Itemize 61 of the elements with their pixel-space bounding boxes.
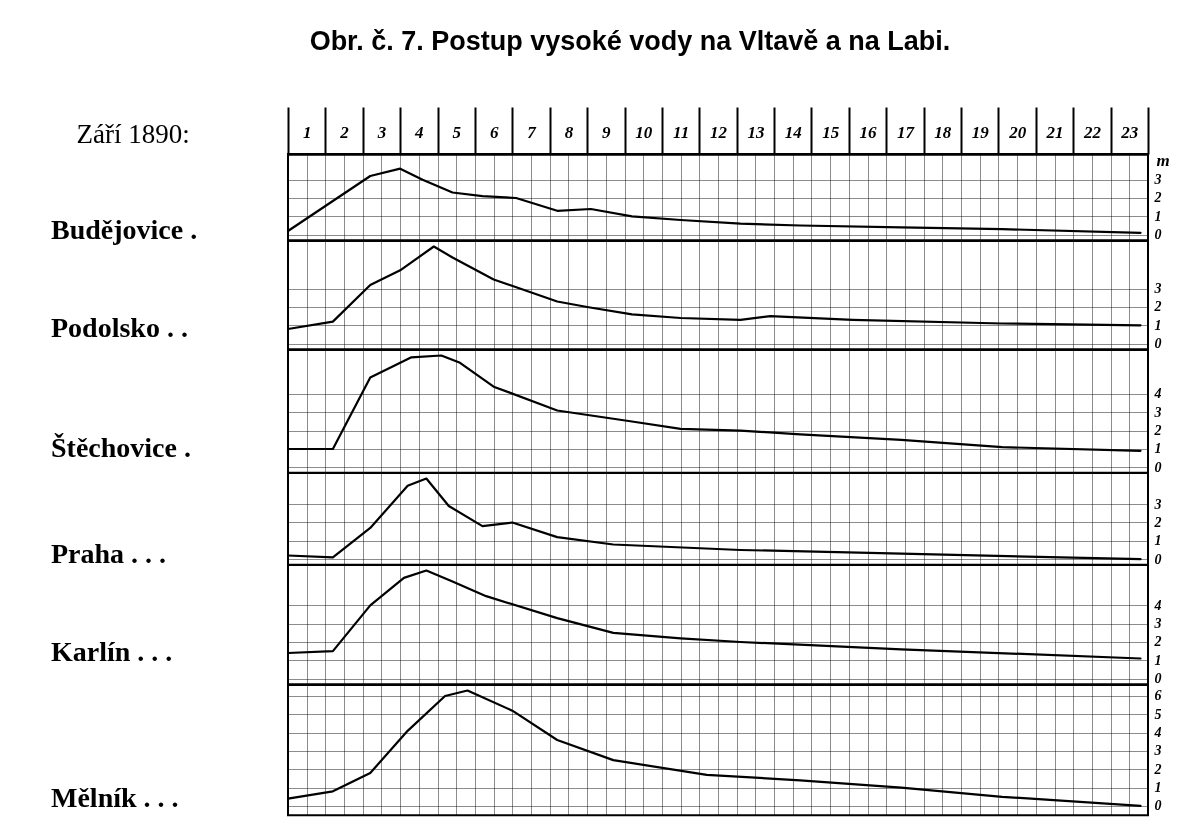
- x-axis-title: Září 1890:: [76, 118, 190, 149]
- y-tick-label: 1: [1154, 317, 1162, 333]
- text: Praha . . .: [51, 538, 167, 570]
- x-tick-label: 12: [710, 122, 728, 142]
- y-tick-label: 2: [1153, 634, 1162, 650]
- x-tick-label: 17: [896, 122, 916, 142]
- x-tick-label: 23: [1120, 122, 1139, 142]
- x-tick-label: 20: [1008, 122, 1027, 142]
- y-tick-label: 0: [1154, 227, 1162, 243]
- text: Mělník . . .: [51, 781, 179, 813]
- y-tick-label: 1: [1154, 533, 1162, 549]
- y-tick-label: 1: [1154, 780, 1162, 796]
- text: Podolsko . .: [51, 311, 188, 343]
- x-tick-label: 7: [527, 122, 538, 142]
- x-tick-label: 4: [414, 122, 424, 142]
- x-tick-label: 15: [822, 122, 840, 142]
- text: Štěchovice .: [51, 431, 191, 463]
- y-tick-label: 4: [1153, 386, 1162, 402]
- y-tick-label: 3: [1153, 172, 1162, 188]
- text: Karlín . . .: [51, 635, 173, 667]
- x-tick-label: 21: [1045, 122, 1064, 142]
- x-tick-label: 6: [489, 122, 499, 142]
- y-tick-label: 5: [1154, 706, 1162, 722]
- text: Budějovice .: [51, 213, 198, 245]
- y-tick-label: 3: [1153, 743, 1162, 759]
- y-axis-title: m: [1156, 150, 1170, 170]
- y-tick-label: 6: [1154, 688, 1162, 704]
- y-tick-label: 2: [1153, 761, 1162, 777]
- x-tick-label: 19: [971, 122, 990, 142]
- y-tick-label: 3: [1153, 281, 1162, 297]
- y-tick-label: 0: [1154, 551, 1162, 567]
- x-tick-label: 14: [784, 122, 802, 142]
- x-tick-label: 1: [302, 122, 312, 142]
- x-tick-label: 3: [376, 122, 387, 142]
- y-tick-label: 2: [1153, 514, 1162, 530]
- y-tick-label: 0: [1154, 671, 1162, 687]
- x-tick-label: 11: [673, 122, 690, 142]
- y-tick-label: 3: [1153, 496, 1162, 512]
- y-tick-label: 0: [1154, 336, 1162, 352]
- x-tick-label: 9: [602, 122, 612, 142]
- y-tick-label: 1: [1154, 652, 1162, 668]
- y-tick-label: 0: [1154, 459, 1162, 475]
- y-tick-label: 1: [1154, 208, 1162, 224]
- x-tick-label: 10: [635, 122, 653, 142]
- y-tick-label: 2: [1153, 299, 1162, 315]
- y-tick-label: 3: [1153, 616, 1162, 632]
- x-tick-label: 22: [1082, 122, 1102, 142]
- y-tick-label: 4: [1153, 597, 1162, 613]
- x-tick-label: 5: [452, 122, 462, 142]
- x-tick-label: 2: [339, 122, 350, 142]
- chart-title: Obr. č. 7. Postup vysoké vody na Vltavě a na Labi.: [309, 26, 951, 56]
- x-tick-label: 18: [934, 122, 952, 142]
- y-tick-label: 1: [1154, 441, 1162, 457]
- x-tick-label: 16: [859, 122, 878, 142]
- y-tick-label: 2: [1153, 190, 1162, 206]
- y-tick-label: 0: [1154, 798, 1162, 814]
- x-tick-label: 13: [747, 122, 765, 142]
- y-tick-label: 4: [1153, 725, 1162, 741]
- y-tick-label: 2: [1153, 423, 1162, 439]
- y-tick-label: 3: [1153, 404, 1162, 420]
- x-tick-label: 8: [564, 122, 574, 142]
